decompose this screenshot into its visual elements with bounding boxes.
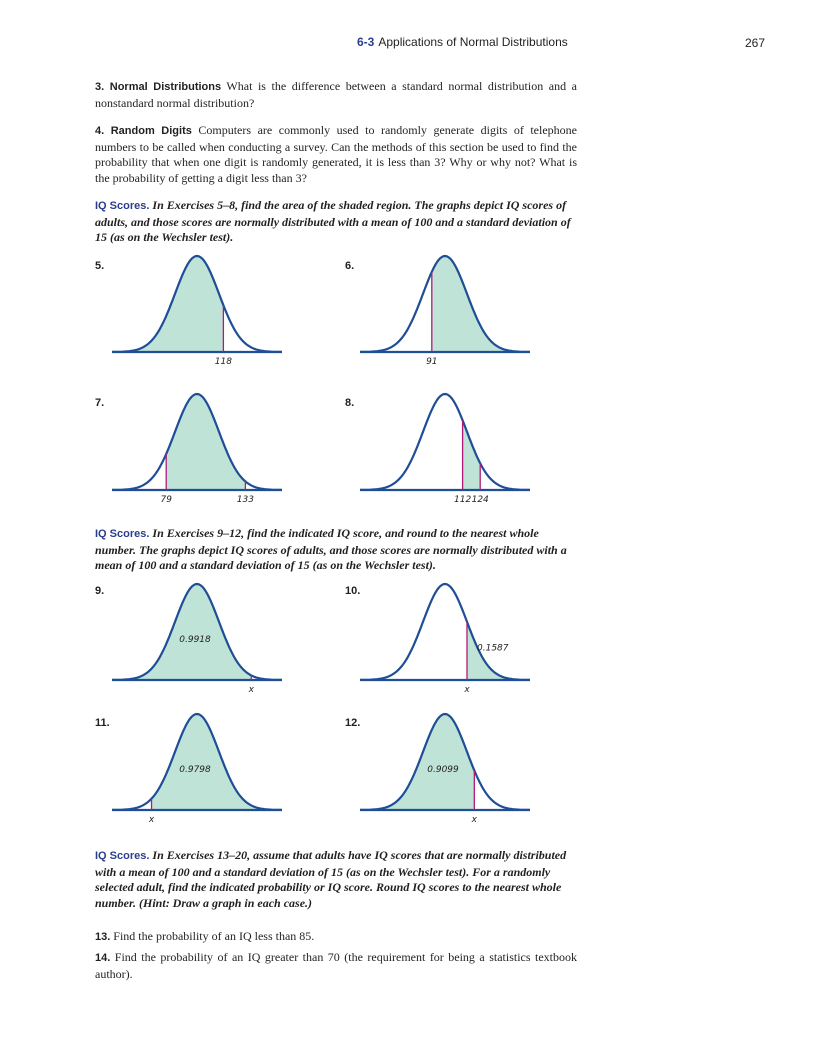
graph-label: 9. xyxy=(95,585,105,597)
exercise-title: Normal Distributions xyxy=(109,81,222,93)
instructions-text: In Exercises 13–20, assume that adults h… xyxy=(95,848,567,910)
normal-curve xyxy=(112,392,282,491)
graph-label: 11. xyxy=(95,717,110,729)
graph-label: 5. xyxy=(95,260,105,272)
tick-label: x xyxy=(463,685,470,695)
running-header: 6-3 Applications of Normal Distributions … xyxy=(0,35,816,53)
area-label: 0.1587 xyxy=(477,644,509,654)
exercise-14: 14. Find the probability of an IQ greate… xyxy=(95,950,577,982)
area-label: 0.9798 xyxy=(179,765,211,775)
graph-label: 10. xyxy=(345,585,361,597)
normal-curve-graph: 118 xyxy=(112,254,282,367)
graph-label: 7. xyxy=(95,397,105,409)
graph-label: 12. xyxy=(345,717,361,729)
shaded-region xyxy=(166,394,246,490)
exercise-number: 14. xyxy=(95,952,111,964)
instructions-text: In Exercises 9–12, find the indicated IQ… xyxy=(95,526,567,572)
tick-label: 133 xyxy=(237,495,254,505)
shaded-region xyxy=(467,621,530,680)
normal-curve-graph: 91 xyxy=(360,254,530,367)
graph-label: 6. xyxy=(345,260,355,272)
normal-curve-graph: x 0.1587 xyxy=(360,582,530,695)
iq-instructions-13-20: IQ Scores. In Exercises 13–20, assume th… xyxy=(95,848,577,911)
exercise-number: 13. xyxy=(95,931,111,943)
section-title: Applications of Normal Distributions xyxy=(378,35,568,49)
tick-label: 118 xyxy=(215,357,232,367)
tick-label: 112 xyxy=(454,495,471,505)
exercise-3: 3. Normal Distributions What is the diff… xyxy=(95,79,577,111)
normal-curve-graph: x 0.9798 xyxy=(112,712,282,825)
normal-curve xyxy=(112,582,282,681)
normal-curve-graph: 112 124 xyxy=(360,392,530,505)
exercise-text: Find the probability of an IQ greater th… xyxy=(95,950,577,981)
instructions-text: In Exercises 5–8, find the area of the s… xyxy=(95,198,571,244)
section-number: 6-3 xyxy=(357,35,375,49)
normal-curve xyxy=(112,254,282,353)
normal-curve xyxy=(112,712,282,811)
iq-instructions-5-8: IQ Scores. In Exercises 5–8, find the ar… xyxy=(95,198,577,246)
exercise-text: Computers are commonly used to randomly … xyxy=(95,123,577,185)
exercise-number: 4. xyxy=(95,125,105,137)
section-heading: IQ Scores. xyxy=(95,528,150,540)
tick-label: x xyxy=(471,815,478,825)
exercise-text: Find the probability of an IQ less than … xyxy=(110,929,315,943)
tick-label: x xyxy=(248,685,255,695)
header-title: 6-3 Applications of Normal Distributions xyxy=(357,35,568,49)
tick-label: 124 xyxy=(472,495,489,505)
shaded-region xyxy=(462,420,481,490)
exercise-4: 4. Random Digits Computers are commonly … xyxy=(95,123,577,186)
exercise-title: Random Digits xyxy=(110,125,192,137)
exercise-13: 13. Find the probability of an IQ less t… xyxy=(95,929,577,946)
tick-label: x xyxy=(148,815,155,825)
shaded-region xyxy=(112,256,224,352)
exercise-number: 3. xyxy=(95,81,105,93)
graph-label: 8. xyxy=(345,397,355,409)
normal-curve-graph: x 0.9099 xyxy=(360,712,530,825)
section-heading: IQ Scores. xyxy=(95,850,150,862)
shaded-region xyxy=(151,714,282,810)
area-label: 0.9918 xyxy=(179,635,211,645)
exercise-text: What is the difference between a standar… xyxy=(95,79,577,110)
tick-label: 91 xyxy=(426,357,437,367)
normal-curve xyxy=(360,712,530,811)
shaded-region xyxy=(360,714,475,810)
normal-curve xyxy=(360,392,530,491)
shaded-region xyxy=(431,256,530,352)
tick-label: 79 xyxy=(160,495,172,505)
section-heading: IQ Scores. xyxy=(95,200,150,212)
normal-curve xyxy=(360,582,530,681)
shaded-region xyxy=(112,584,252,680)
normal-curve-graph: 79 133 xyxy=(112,392,282,505)
page-number: 267 xyxy=(745,36,766,50)
iq-instructions-9-12: IQ Scores. In Exercises 9–12, find the i… xyxy=(95,526,577,574)
normal-curve-graph: x 0.9918 xyxy=(112,582,282,695)
area-label: 0.9099 xyxy=(427,765,459,775)
normal-curve xyxy=(360,254,530,353)
